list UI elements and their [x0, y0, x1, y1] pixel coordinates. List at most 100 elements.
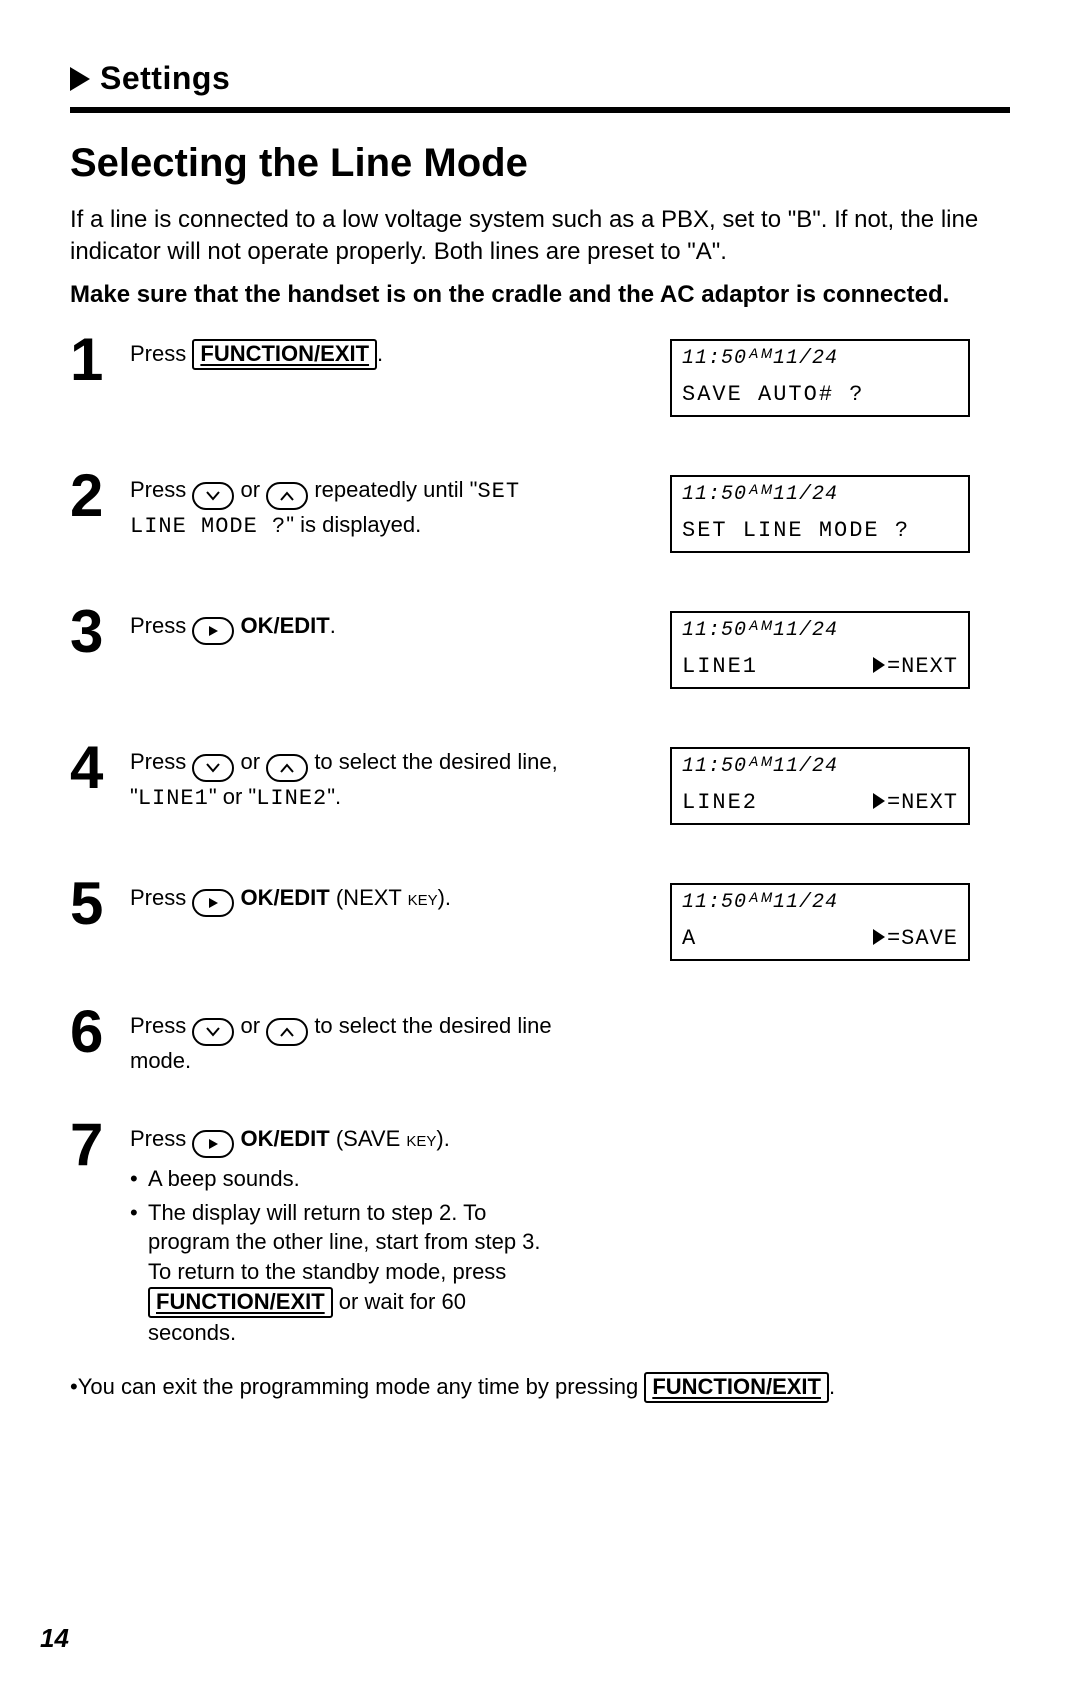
next-key-label: (NEXT key).	[336, 885, 451, 910]
horizontal-rule	[70, 107, 1010, 113]
step-number: 1	[70, 333, 130, 387]
up-arrow-icon	[266, 1018, 308, 1046]
lcd-time: 11:50ᴬᴹ11/24	[682, 619, 958, 642]
lcd-text: A	[682, 926, 697, 951]
section-heading: Settings	[70, 60, 1010, 97]
section-label: Settings	[100, 60, 230, 97]
step-text: Press OK/EDIT.	[130, 611, 580, 645]
triangle-right-icon	[873, 657, 885, 673]
bullet-item: The display will return to step 2. To pr…	[130, 1198, 560, 1348]
intro-bold: Make sure that the handset is on the cra…	[70, 279, 1010, 311]
lcd-column: 11:50ᴬᴹ11/24 SET LINE MODE ?	[670, 475, 1010, 563]
intro-paragraph: If a line is connected to a low voltage …	[70, 204, 1010, 269]
step-text: Press OK/EDIT (NEXT key).	[130, 883, 580, 917]
lcd-column: 11:50ᴬᴹ11/24 SAVE AUTO# ?	[670, 339, 1010, 427]
save-key-label: (SAVE key).	[336, 1126, 450, 1151]
footer-note: •You can exit the programming mode any t…	[70, 1372, 1010, 1403]
down-arrow-icon	[192, 1018, 234, 1046]
lcd-time: 11:50ᴬᴹ11/24	[682, 755, 958, 778]
lcd-line2: A =SAVE	[682, 926, 958, 951]
text-fragment: " or "	[209, 784, 256, 809]
mono-text: LINE2	[256, 786, 327, 811]
lcd-display: 11:50ᴬᴹ11/24 SET LINE MODE ?	[670, 475, 970, 553]
period: .	[330, 613, 336, 638]
step-number: 4	[70, 741, 130, 795]
lcd-column: 11:50ᴬᴹ11/24 LINE2 =NEXT	[670, 747, 1010, 835]
text-fragment: The display will return to step 2. To pr…	[148, 1200, 541, 1284]
step-text: Press or to select the desired line mode…	[130, 1011, 580, 1076]
step-text: Press FUNCTION/EXIT.	[130, 339, 580, 370]
triangle-right-icon	[873, 929, 885, 945]
or-label: or	[241, 1013, 261, 1038]
lcd-line2: LINE1 =NEXT	[682, 654, 958, 679]
step-text: Press or repeatedly until "SET LINE MODE…	[130, 475, 580, 542]
text-fragment: ".	[327, 784, 341, 809]
lcd-display: 11:50ᴬᴹ11/24 LINE2 =NEXT	[670, 747, 970, 825]
press-label: Press	[130, 613, 186, 638]
play-right-icon	[192, 617, 234, 645]
step-number: 5	[70, 877, 130, 931]
down-arrow-icon	[192, 482, 234, 510]
steps-list: 1 Press FUNCTION/EXIT. 11:50ᴬᴹ11/24 SAVE…	[70, 339, 1010, 1351]
down-arrow-icon	[192, 754, 234, 782]
page-number: 14	[40, 1623, 69, 1654]
manual-page: Settings Selecting the Line Mode If a li…	[0, 0, 1080, 1684]
or-label: or	[241, 749, 261, 774]
step-number: 2	[70, 469, 130, 523]
bullet-item: A beep sounds.	[130, 1164, 560, 1194]
text-fragment: to select the desired line mode.	[130, 1013, 552, 1073]
step-row: 7 Press OK/EDIT (SAVE key). A beep sound…	[70, 1124, 1010, 1352]
mono-text: LINE1	[138, 786, 209, 811]
lcd-column: 11:50ᴬᴹ11/24 LINE1 =NEXT	[670, 611, 1010, 699]
step-row: 3 Press OK/EDIT. 11:50ᴬᴹ11/24 LINE1 =NEX…	[70, 611, 1010, 699]
lcd-time: 11:50ᴬᴹ11/24	[682, 483, 958, 506]
function-exit-key: FUNCTION/EXIT	[192, 339, 377, 370]
step-number: 3	[70, 605, 130, 659]
lcd-right: =NEXT	[873, 654, 958, 679]
lcd-time: 11:50ᴬᴹ11/24	[682, 347, 958, 370]
or-label: or	[241, 477, 261, 502]
function-exit-key: FUNCTION/EXIT	[644, 1372, 829, 1403]
step-row: 1 Press FUNCTION/EXIT. 11:50ᴬᴹ11/24 SAVE…	[70, 339, 1010, 427]
step-number: 7	[70, 1118, 130, 1172]
ok-edit-label: OK/EDIT	[241, 1126, 330, 1151]
lcd-display: 11:50ᴬᴹ11/24 SAVE AUTO# ?	[670, 339, 970, 417]
step-bullets: A beep sounds. The display will return t…	[130, 1164, 560, 1348]
text-fragment: repeatedly until "	[314, 477, 477, 502]
step-text: Press OK/EDIT (SAVE key). A beep sounds.…	[130, 1124, 580, 1352]
press-label: Press	[130, 477, 186, 502]
step-number: 6	[70, 1005, 130, 1059]
arrow-right-icon	[70, 67, 90, 91]
lcd-text: SAVE AUTO# ?	[682, 382, 864, 407]
text-fragment: You can exit the programming mode any ti…	[78, 1374, 645, 1399]
function-exit-key: FUNCTION/EXIT	[148, 1287, 333, 1318]
lcd-text: LINE2	[682, 790, 758, 815]
period: .	[829, 1374, 835, 1399]
ok-edit-label: OK/EDIT	[241, 885, 330, 910]
lcd-right: =NEXT	[873, 790, 958, 815]
press-label: Press	[130, 885, 186, 910]
play-right-icon	[192, 889, 234, 917]
lcd-right-text: =NEXT	[887, 654, 958, 679]
lcd-time: 11:50ᴬᴹ11/24	[682, 891, 958, 914]
lcd-line2: SAVE AUTO# ?	[682, 382, 958, 407]
lcd-right: =SAVE	[873, 926, 958, 951]
lcd-display: 11:50ᴬᴹ11/24 A =SAVE	[670, 883, 970, 961]
lcd-text: LINE1	[682, 654, 758, 679]
up-arrow-icon	[266, 754, 308, 782]
page-title: Selecting the Line Mode	[70, 141, 1010, 186]
press-label: Press	[130, 1013, 186, 1038]
text-fragment: " is displayed.	[286, 512, 421, 537]
lcd-column: 11:50ᴬᴹ11/24 A =SAVE	[670, 883, 1010, 971]
lcd-text: SET LINE MODE ?	[682, 518, 910, 543]
step-row: 4 Press or to select the desired line, "…	[70, 747, 1010, 835]
press-label: Press	[130, 1126, 186, 1151]
up-arrow-icon	[266, 482, 308, 510]
lcd-line2: LINE2 =NEXT	[682, 790, 958, 815]
lcd-line2: SET LINE MODE ?	[682, 518, 958, 543]
period: .	[377, 341, 383, 366]
play-right-icon	[192, 1130, 234, 1158]
press-label: Press	[130, 341, 186, 366]
step-row: 6 Press or to select the desired line mo…	[70, 1011, 1010, 1076]
step-row: 2 Press or repeatedly until "SET LINE MO…	[70, 475, 1010, 563]
